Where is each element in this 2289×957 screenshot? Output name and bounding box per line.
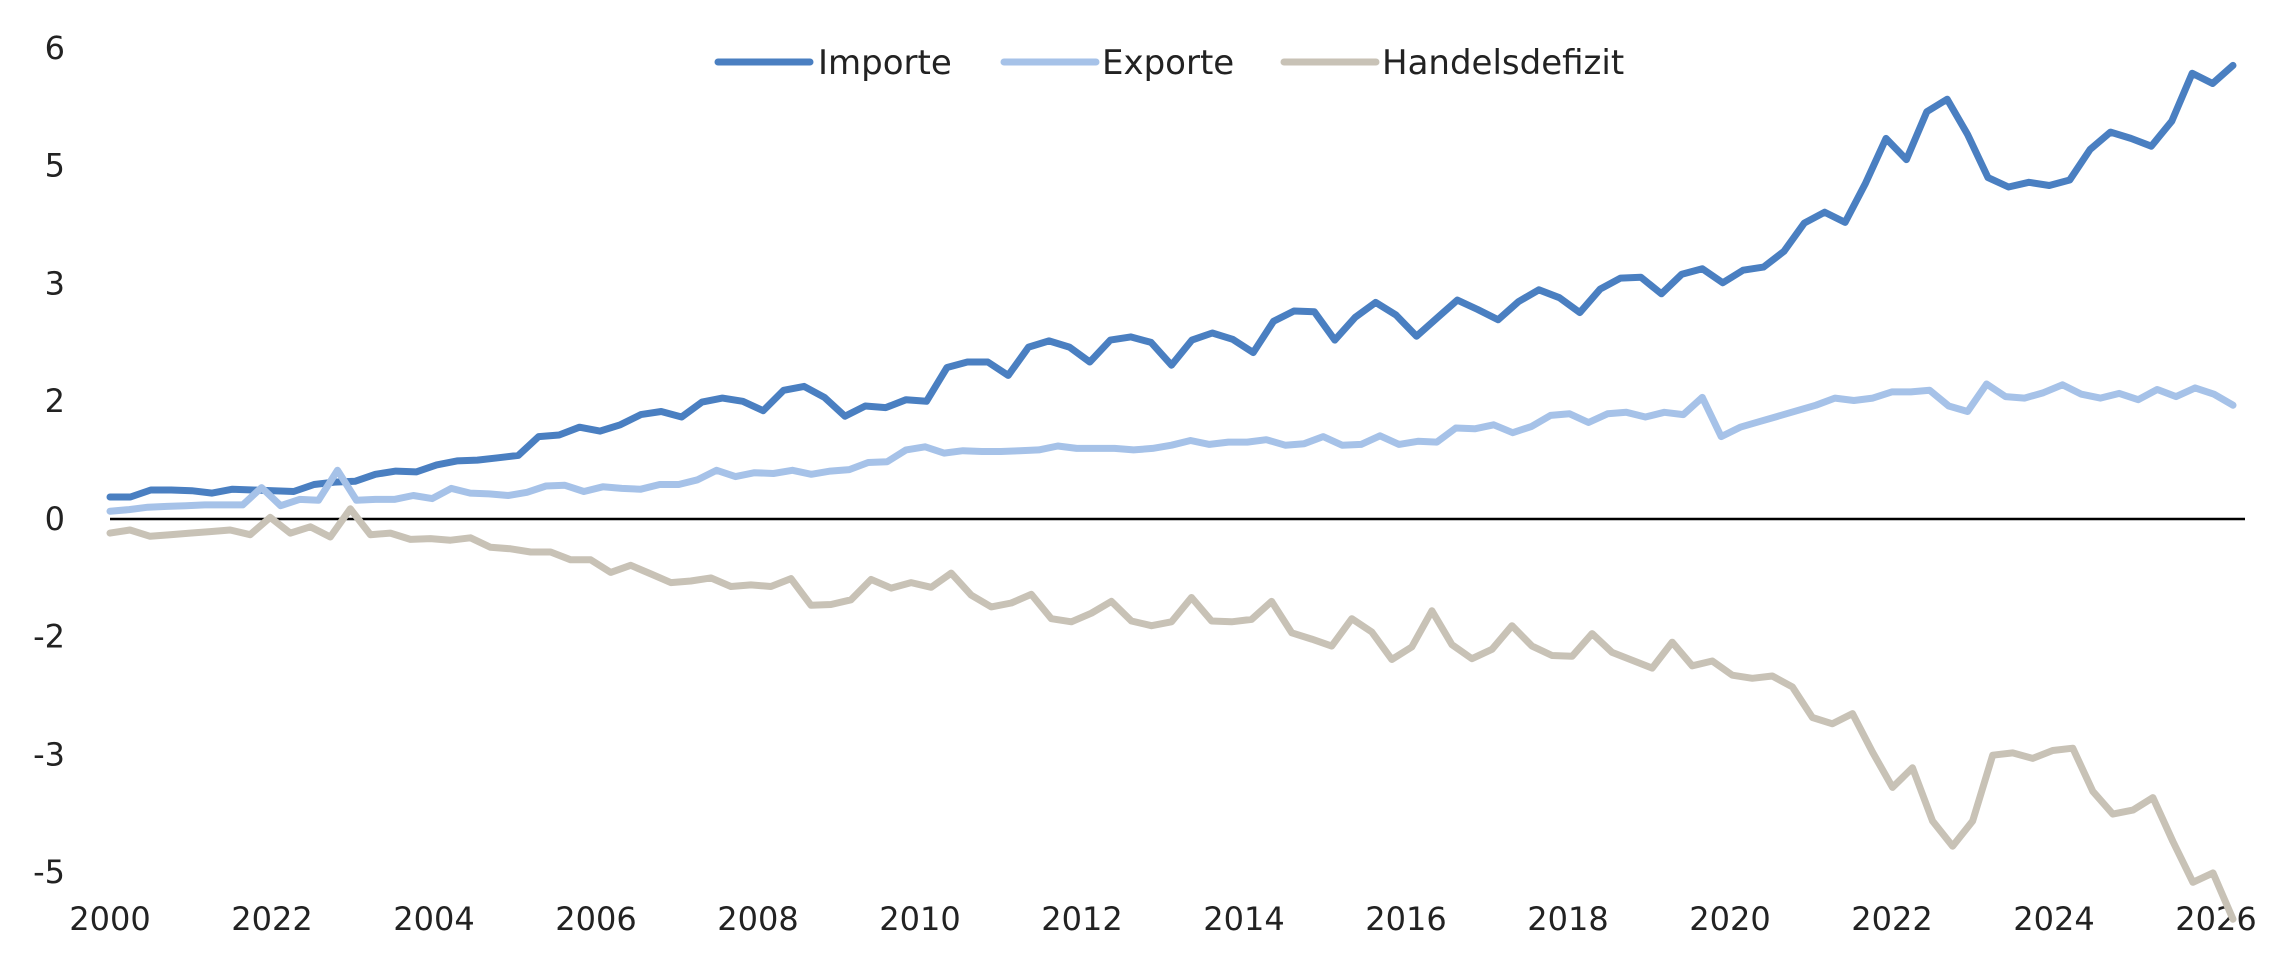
x-tick-label: 2016: [1365, 900, 1446, 938]
x-tick-label: 2000: [69, 900, 150, 938]
x-tick-label: 2022: [231, 900, 312, 938]
y-axis-ticks: 6 5 3 2 0 -2 -3 -5: [33, 29, 65, 891]
legend: Importe Exporte Handelsdefizit: [714, 43, 1624, 83]
x-tick-label: 2006: [555, 900, 636, 938]
series-line-exporte: [106, 380, 2237, 515]
y-tick-label: 6: [45, 29, 65, 67]
x-tick-label: 2026: [2175, 900, 2256, 938]
x-tick-label: 2018: [1527, 900, 1608, 938]
y-tick-label: 2: [45, 382, 65, 420]
legend-label: Importe: [818, 43, 952, 83]
y-tick-label: -2: [33, 618, 65, 656]
x-tick-label: 2024: [2013, 900, 2094, 938]
y-tick-label: 3: [45, 264, 65, 302]
x-tick-label: 2020: [1689, 900, 1770, 938]
y-tick-label: 0: [45, 500, 65, 538]
y-tick-label: -5: [33, 853, 65, 891]
x-tick-label: 2014: [1203, 900, 1284, 938]
x-tick-label: 2008: [717, 900, 798, 938]
series-line-handelsdefizit: [106, 505, 2237, 923]
x-tick-label: 2022: [1851, 900, 1932, 938]
series-line-importe: [106, 61, 2237, 501]
legend-label: Handelsdefizit: [1382, 43, 1624, 83]
y-tick-label: -3: [33, 735, 65, 773]
legend-item: Importe: [714, 43, 952, 83]
x-tick-label: 2004: [393, 900, 474, 938]
legend-item: Handelsdefizit: [1280, 43, 1624, 83]
x-tick-label: 2012: [1041, 900, 1122, 938]
x-tick-label: 2010: [879, 900, 960, 938]
legend-label: Exporte: [1102, 43, 1234, 83]
legend-item: Exporte: [1000, 43, 1234, 83]
x-axis-ticks: 2000 2022 2004 2006 2008 2010 2012 2014 2016 2018…: [69, 900, 2256, 938]
y-tick-label: 5: [45, 147, 65, 185]
series-lines: [106, 61, 2237, 923]
